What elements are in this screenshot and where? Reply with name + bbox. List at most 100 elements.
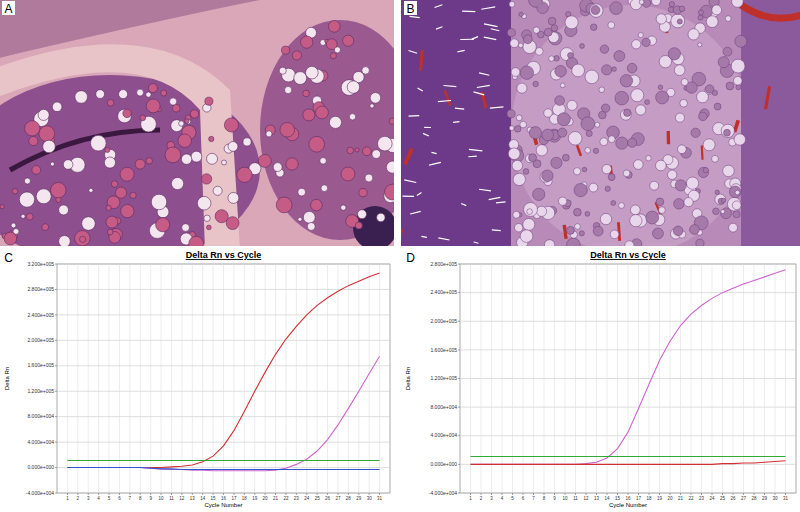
follicle	[568, 132, 582, 146]
x-tick-label: 19	[252, 496, 258, 501]
follicle	[36, 189, 51, 204]
follicle	[26, 213, 33, 220]
follicle	[523, 35, 532, 44]
follicle	[608, 22, 615, 29]
tick	[55, 416, 57, 417]
x-tick-label: 23	[294, 496, 300, 501]
follicle	[598, 111, 606, 119]
grid-line	[213, 264, 214, 493]
follicle	[555, 96, 565, 106]
follicle	[517, 83, 527, 93]
grid-line	[77, 264, 78, 493]
grid-line	[764, 264, 765, 493]
follicle	[632, 40, 641, 49]
follicle	[190, 110, 198, 118]
grid-line	[691, 264, 692, 493]
follicle	[721, 210, 725, 214]
grid-line	[109, 264, 110, 493]
series-group	[471, 270, 786, 465]
x-tick-label: 28	[346, 496, 352, 501]
follicle	[386, 161, 394, 173]
follicle	[151, 194, 167, 210]
tick	[55, 467, 57, 468]
tick	[233, 493, 234, 495]
tick	[213, 493, 214, 495]
follicle	[680, 99, 688, 107]
grid-line	[244, 264, 245, 493]
follicle	[542, 170, 553, 181]
follicle	[298, 188, 306, 196]
y-tick-label: -4.000e+004	[26, 490, 54, 496]
panel-label: D	[406, 251, 415, 265]
follicle	[29, 136, 38, 145]
tick	[722, 493, 723, 495]
follicle	[527, 209, 533, 215]
follicle	[650, 181, 659, 190]
follicle	[513, 173, 525, 185]
grid-line	[233, 264, 234, 493]
follicle	[50, 162, 54, 166]
follicle	[237, 167, 252, 182]
vessel	[618, 222, 619, 241]
tick	[348, 493, 349, 495]
panel-label-bg	[404, 250, 417, 264]
follicle	[668, 48, 680, 60]
follicle	[276, 197, 292, 213]
follicle	[731, 59, 745, 73]
tick	[691, 493, 692, 495]
grid-line	[743, 264, 744, 493]
tick	[181, 493, 182, 495]
follicle	[207, 225, 212, 230]
tick	[458, 464, 460, 465]
follicle	[735, 35, 747, 47]
follicle	[726, 82, 734, 90]
follicle	[595, 122, 600, 127]
follicle	[292, 51, 301, 60]
x-tick-label: 13	[594, 496, 600, 501]
follicle	[608, 136, 615, 143]
follicle	[524, 203, 538, 217]
follicle	[146, 92, 151, 97]
grid-line	[150, 264, 151, 493]
follicle	[624, 109, 631, 116]
x-tick-label: 21	[273, 496, 279, 501]
tick	[67, 493, 68, 495]
grid-line	[67, 264, 68, 493]
tick	[369, 493, 370, 495]
tick	[607, 493, 608, 495]
grid-line	[670, 264, 671, 493]
tick	[458, 407, 460, 408]
crack	[457, 50, 464, 52]
x-tick-label: 25	[315, 496, 321, 501]
x-tick-label: 7	[129, 496, 132, 501]
tick	[358, 493, 359, 495]
crack	[479, 73, 489, 75]
chart-bg	[402, 249, 800, 511]
x-tick-label: 8	[543, 496, 546, 501]
follicle	[656, 91, 669, 104]
follicle	[140, 115, 146, 121]
crack	[409, 115, 420, 117]
follicle	[520, 66, 533, 79]
follicle	[201, 174, 211, 184]
follicle	[12, 189, 17, 194]
follicle	[585, 147, 591, 153]
tick	[575, 493, 576, 495]
follicle	[357, 210, 366, 219]
grid-line	[701, 264, 702, 493]
follicle	[43, 140, 56, 153]
follicle	[111, 181, 117, 187]
follicle	[724, 129, 731, 136]
x-tick-label: 29	[356, 496, 362, 501]
tick	[554, 493, 555, 495]
follicle	[734, 134, 745, 145]
follicle	[602, 164, 611, 173]
follicle	[653, 228, 664, 239]
follicle	[279, 67, 286, 74]
follicle	[610, 230, 619, 239]
follicle	[681, 79, 688, 86]
panel-label-bg	[2, 250, 15, 264]
x-tick-label: 23	[699, 496, 705, 501]
follicle	[593, 226, 603, 236]
figure: ABDelta Rn vs Cycle-4.000e+0040.000e+000…	[0, 0, 800, 512]
